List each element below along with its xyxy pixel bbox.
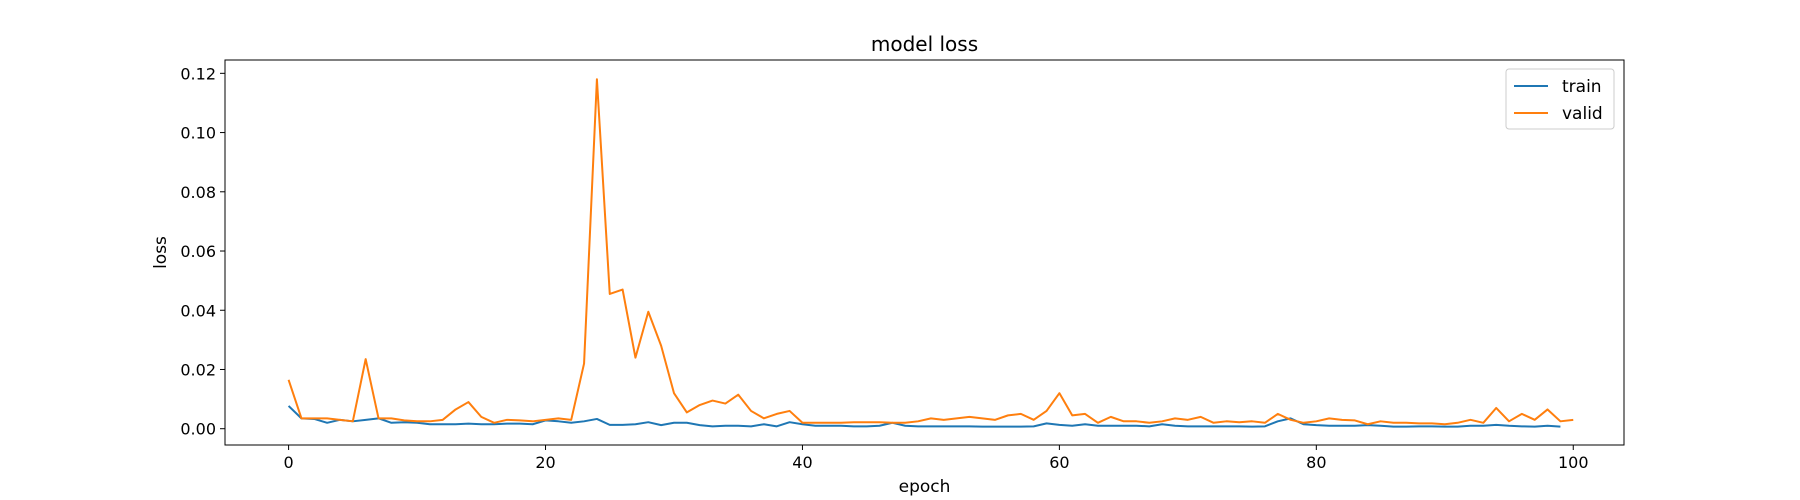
x-axis-ticks: 0 20 40 60 80 100	[283, 445, 1589, 472]
x-tick-label: 20	[535, 453, 555, 472]
legend: train valid	[1505, 68, 1615, 130]
y-tick-label: 0.08	[180, 183, 216, 202]
x-tick-label: 40	[792, 453, 812, 472]
series-line-valid	[287, 78, 1574, 426]
legend-label-valid: valid	[1562, 104, 1603, 124]
y-axis-label: loss	[151, 236, 171, 269]
series-line-train	[287, 405, 1561, 428]
y-tick-label: 0.12	[180, 64, 216, 83]
legend-label-train: train	[1562, 77, 1602, 97]
y-tick-label: 0.10	[180, 124, 216, 143]
chart-title: model loss	[871, 32, 978, 56]
x-tick-label: 60	[1049, 453, 1069, 472]
x-tick-label: 80	[1306, 453, 1326, 472]
y-tick-label: 0.02	[180, 360, 216, 379]
y-tick-label: 0.06	[180, 242, 216, 261]
x-axis-label: epoch	[899, 477, 951, 497]
y-tick-label: 0.04	[180, 301, 216, 320]
y-axis-ticks: 0.00 0.02 0.04 0.06 0.08 0.10 0.12	[180, 64, 225, 439]
x-tick-label: 0	[283, 453, 293, 472]
plot-frame	[224, 59, 1625, 446]
y-tick-label: 0.00	[180, 420, 216, 439]
series-layer	[287, 78, 1574, 428]
x-tick-label: 100	[1558, 453, 1589, 472]
